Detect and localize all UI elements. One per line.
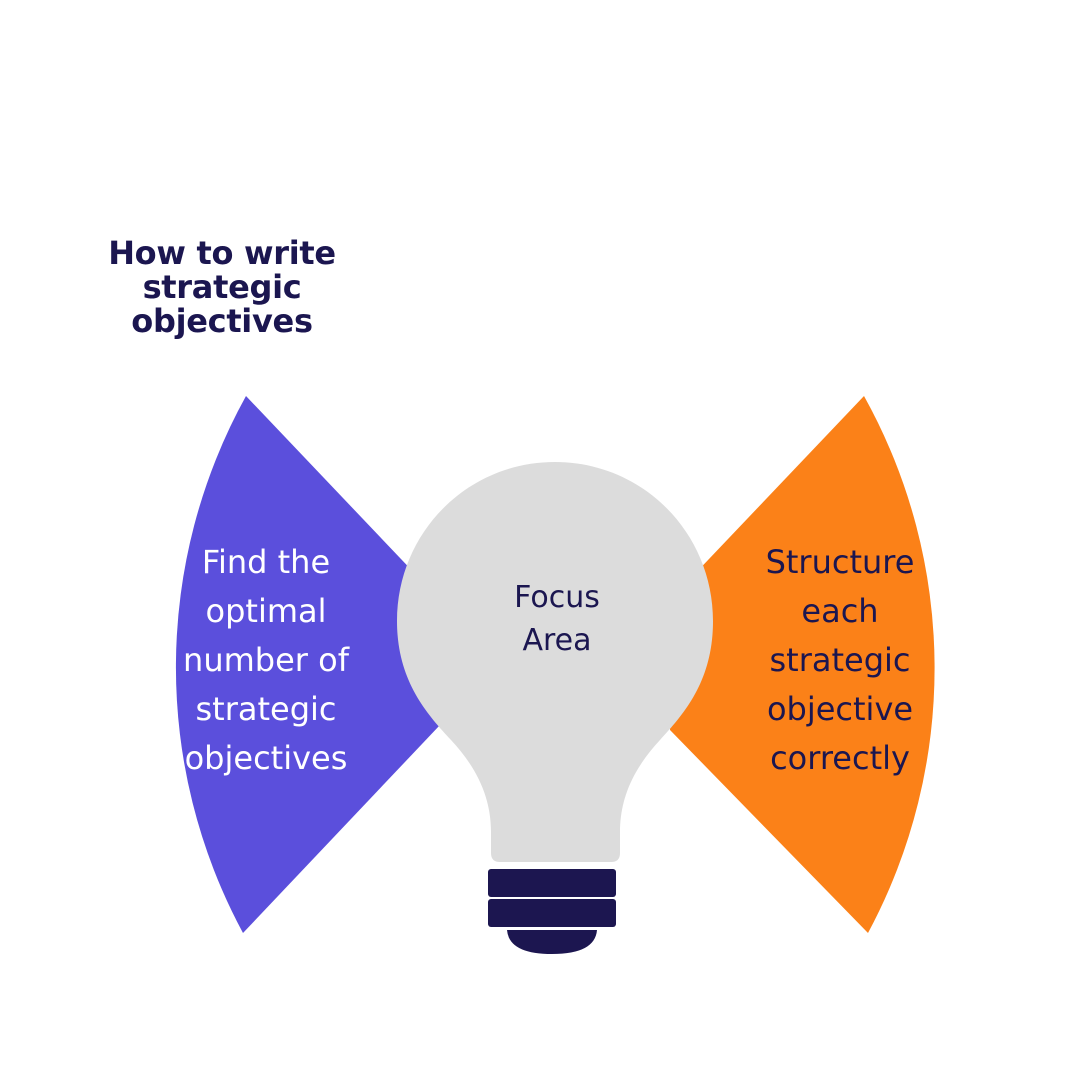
bulb-base-cap — [507, 930, 597, 954]
diagram-title: How to write strategic objectives — [108, 234, 336, 340]
bulb-base-ring-top — [488, 869, 616, 897]
bulb-glass — [397, 462, 713, 862]
bulb-base-ring-bottom — [488, 899, 616, 927]
left-petal-label: Find the optimal number of strategic obj… — [183, 543, 349, 777]
left-petal — [175, 396, 440, 933]
right-petal-label: Structure each strategic objective corre… — [765, 543, 915, 777]
lightbulb-icon — [397, 462, 713, 954]
focus-area-label: Focus Area — [514, 580, 600, 658]
right-petal — [670, 396, 935, 933]
